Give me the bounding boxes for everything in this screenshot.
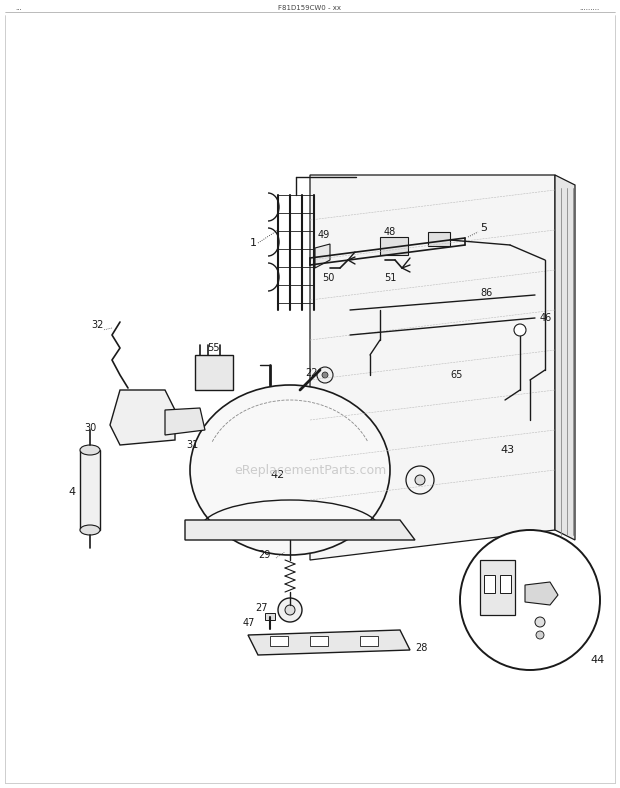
Text: 55: 55 bbox=[206, 343, 219, 353]
Polygon shape bbox=[555, 175, 575, 540]
Text: eReplacementParts.com: eReplacementParts.com bbox=[234, 463, 386, 477]
Text: 46: 46 bbox=[540, 313, 552, 323]
Text: 86: 86 bbox=[480, 288, 492, 298]
Circle shape bbox=[460, 530, 600, 670]
Text: 44: 44 bbox=[590, 655, 604, 665]
Ellipse shape bbox=[190, 385, 390, 555]
FancyBboxPatch shape bbox=[270, 636, 288, 646]
FancyBboxPatch shape bbox=[428, 232, 450, 246]
FancyBboxPatch shape bbox=[360, 636, 378, 646]
Polygon shape bbox=[315, 244, 330, 268]
FancyBboxPatch shape bbox=[80, 450, 100, 530]
FancyBboxPatch shape bbox=[380, 237, 408, 255]
Text: 48: 48 bbox=[384, 227, 396, 237]
Ellipse shape bbox=[80, 525, 100, 535]
Polygon shape bbox=[310, 175, 555, 560]
Text: 1: 1 bbox=[250, 238, 257, 248]
Text: .........: ......... bbox=[580, 5, 600, 11]
Text: 30: 30 bbox=[84, 423, 96, 433]
Text: F81D159CW0 - xx: F81D159CW0 - xx bbox=[278, 5, 342, 11]
Text: 32: 32 bbox=[92, 320, 104, 330]
Circle shape bbox=[536, 631, 544, 639]
Circle shape bbox=[406, 466, 434, 494]
Ellipse shape bbox=[80, 445, 100, 455]
FancyBboxPatch shape bbox=[265, 613, 275, 620]
Circle shape bbox=[514, 324, 526, 336]
Text: ...: ... bbox=[15, 5, 22, 11]
FancyBboxPatch shape bbox=[310, 636, 328, 646]
Text: 47: 47 bbox=[243, 618, 255, 628]
Text: 28: 28 bbox=[415, 643, 427, 653]
Circle shape bbox=[317, 367, 333, 383]
FancyBboxPatch shape bbox=[480, 560, 515, 615]
Text: 42: 42 bbox=[270, 470, 284, 480]
Text: 49: 49 bbox=[318, 230, 330, 240]
Polygon shape bbox=[525, 582, 558, 605]
Circle shape bbox=[415, 475, 425, 485]
Polygon shape bbox=[248, 630, 410, 655]
Text: 4: 4 bbox=[68, 487, 75, 497]
Polygon shape bbox=[165, 408, 205, 435]
FancyBboxPatch shape bbox=[195, 355, 233, 390]
FancyBboxPatch shape bbox=[500, 575, 511, 593]
Text: 22: 22 bbox=[305, 368, 317, 378]
Text: 29: 29 bbox=[258, 550, 270, 560]
Text: 43: 43 bbox=[500, 445, 514, 455]
Text: 31: 31 bbox=[186, 440, 198, 450]
Text: 51: 51 bbox=[384, 273, 396, 283]
Text: 50: 50 bbox=[322, 273, 334, 283]
Circle shape bbox=[535, 617, 545, 627]
Polygon shape bbox=[110, 390, 175, 445]
FancyBboxPatch shape bbox=[484, 575, 495, 593]
Polygon shape bbox=[185, 520, 415, 540]
Text: 5: 5 bbox=[480, 223, 487, 233]
Circle shape bbox=[278, 598, 302, 622]
Circle shape bbox=[322, 372, 328, 378]
Text: 27: 27 bbox=[255, 603, 268, 613]
Circle shape bbox=[285, 605, 295, 615]
Text: 65: 65 bbox=[450, 370, 463, 380]
